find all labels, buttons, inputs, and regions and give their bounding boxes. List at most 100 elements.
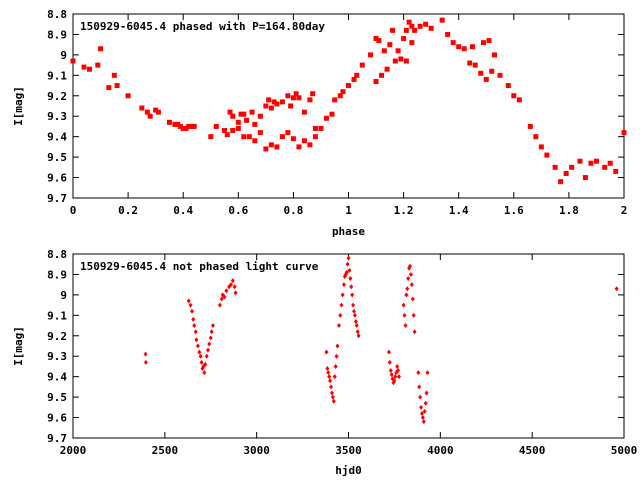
unphased-x-axis: 2000 2500 3000 3500 4000 4500 5000 (60, 254, 638, 457)
data-point (217, 302, 222, 308)
data-point (230, 278, 235, 284)
data-point (197, 349, 202, 355)
data-point (279, 99, 285, 105)
data-point (244, 117, 250, 123)
data-point (143, 351, 148, 357)
data-point (416, 370, 421, 376)
data-point (144, 109, 150, 115)
data-point (199, 359, 204, 365)
data-point (456, 44, 462, 50)
data-point (348, 276, 353, 282)
data-point (252, 121, 258, 127)
x-tick-label: 1.8 (559, 204, 579, 217)
data-point (318, 125, 324, 131)
data-point (582, 175, 588, 181)
data-point (351, 76, 357, 82)
data-point (373, 36, 379, 42)
data-point (274, 101, 280, 107)
data-point (301, 109, 307, 115)
data-point (480, 40, 486, 46)
data-point (412, 27, 418, 33)
data-point (241, 111, 247, 117)
data-point (224, 288, 229, 294)
data-point (312, 125, 318, 131)
data-point (202, 370, 207, 376)
data-point (139, 105, 145, 111)
data-point (472, 62, 478, 68)
data-point (422, 408, 427, 414)
data-point (352, 312, 357, 318)
unphased-y-axis-label: I[mag] (12, 326, 25, 366)
y-tick-label: 9.6 (47, 412, 67, 425)
data-point (359, 62, 365, 68)
data-point (417, 23, 423, 29)
data-point (544, 152, 550, 158)
data-point (204, 353, 209, 359)
y-tick-label: 9.2 (47, 330, 67, 343)
data-point (569, 164, 575, 170)
data-point (95, 62, 101, 68)
data-point (410, 296, 415, 302)
data-point (396, 368, 401, 374)
data-point (409, 23, 415, 29)
data-point (312, 134, 318, 140)
y-tick-label: 9.1 (47, 309, 67, 322)
data-point (354, 72, 360, 78)
data-point (111, 72, 117, 78)
data-point (271, 99, 277, 105)
data-point (386, 349, 391, 355)
data-point (332, 97, 338, 103)
data-point (478, 70, 484, 76)
data-point (288, 103, 294, 109)
x-tick-label: 0.2 (118, 204, 138, 217)
data-point (331, 398, 336, 404)
data-point (602, 164, 608, 170)
data-point (230, 128, 236, 134)
data-point (405, 286, 410, 292)
data-point (310, 91, 316, 97)
data-point (379, 72, 385, 78)
data-point (337, 93, 343, 99)
data-point (368, 52, 374, 58)
phased-data-points (70, 17, 627, 185)
y-tick-label: 8.9 (47, 268, 67, 281)
data-point (307, 142, 313, 148)
data-point (233, 290, 238, 296)
data-point (392, 378, 397, 384)
data-point (350, 292, 355, 298)
unphased-chart-title: 150929-6045.4 not phased light curve (80, 260, 319, 273)
data-point (208, 134, 214, 140)
data-point (296, 95, 302, 101)
data-point (191, 123, 197, 129)
y-tick-label: 9.5 (47, 391, 67, 404)
data-point (397, 374, 402, 380)
x-tick-label: 0 (70, 204, 77, 217)
data-point (332, 374, 337, 380)
data-point (207, 341, 212, 347)
data-point (412, 329, 417, 335)
data-point (257, 113, 263, 119)
data-point (339, 302, 344, 308)
data-point (334, 353, 339, 359)
data-point (390, 27, 396, 33)
data-point (81, 64, 87, 70)
data-point (401, 302, 406, 308)
x-tick-label: 2000 (60, 444, 87, 457)
data-point (341, 282, 346, 288)
x-tick-label: 2 (621, 204, 628, 217)
unphased-light-curve-chart: 8.8 8.9 9 9.1 9.2 9.3 9.4 9.5 9.6 9.7 2000 2500 300… (12, 248, 637, 477)
phased-x-axis-label: phase (332, 225, 365, 238)
data-point (593, 158, 599, 164)
data-point (558, 179, 564, 185)
x-tick-label: 5000 (611, 444, 638, 457)
data-point (266, 97, 272, 103)
x-tick-label: 1.4 (449, 204, 469, 217)
y-tick-label: 9.2 (47, 90, 67, 103)
data-point (230, 113, 236, 119)
data-point (329, 390, 334, 396)
data-point (395, 48, 401, 54)
data-point (186, 298, 191, 304)
data-point (87, 66, 93, 72)
x-tick-label: 3000 (243, 444, 270, 457)
data-point (340, 89, 346, 95)
